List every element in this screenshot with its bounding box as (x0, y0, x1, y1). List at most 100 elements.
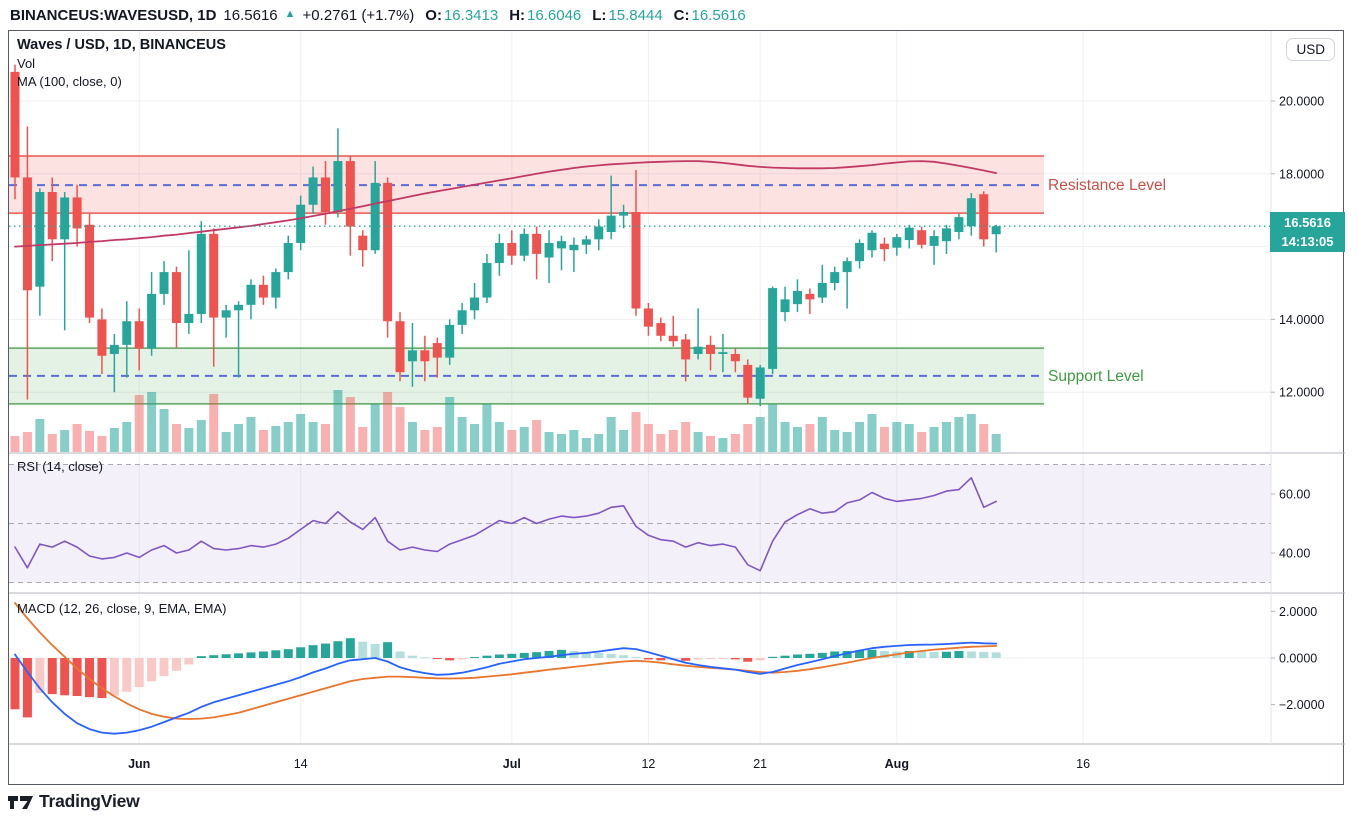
macd-histogram-bar (755, 658, 765, 661)
macd-histogram-bar (643, 658, 653, 660)
volume-bar (333, 390, 343, 452)
close-label: C: (673, 6, 690, 24)
volume-bar (420, 430, 430, 452)
volume-bar (97, 436, 107, 452)
macd-histogram-bar (221, 654, 231, 658)
time-axis-label[interactable]: 12 (641, 757, 655, 771)
candle-body (22, 177, 32, 291)
time-axis-label[interactable]: 21 (753, 757, 767, 771)
macd-histogram-bar (792, 654, 802, 658)
volume-bar (407, 422, 417, 452)
candle-body (420, 350, 430, 362)
volume-bar (271, 426, 281, 452)
time-axis-label[interactable]: 14 (294, 757, 308, 771)
tradingview-watermark[interactable]: TradingView (8, 791, 140, 812)
arrow-up-icon: ▲ (284, 7, 296, 20)
volume-bar (358, 427, 368, 452)
macd-histogram-bar (72, 658, 82, 696)
volume-bar (532, 420, 542, 452)
high-label: H: (509, 6, 526, 24)
volume-bar (743, 424, 753, 452)
candle-body (855, 242, 865, 262)
volume-bar (383, 392, 393, 452)
volume-bar (581, 438, 591, 452)
macd-histogram-bar (805, 653, 815, 658)
currency-toggle-button[interactable]: USD (1286, 38, 1335, 61)
volume-bar (22, 432, 32, 452)
candle-body (308, 177, 318, 205)
volume-bar (370, 404, 380, 452)
volume-bar (209, 394, 219, 452)
volume-bar (345, 397, 355, 452)
candle-body (805, 293, 815, 300)
candle-body (544, 242, 554, 258)
macd-histogram-bar (631, 656, 641, 658)
macd-histogram-bar (780, 655, 790, 658)
open-value: 16.3413 (443, 6, 499, 24)
volume-bar (544, 432, 554, 452)
macd-histogram-bar (768, 656, 778, 658)
macd-histogram-bar (606, 653, 616, 658)
price-axis-label: 14.0000 (1279, 313, 1324, 327)
candle-body (72, 197, 82, 229)
time-axis-label[interactable]: 16 (1076, 757, 1090, 771)
macd-histogram-bar (445, 658, 455, 661)
candle-body (171, 272, 181, 324)
volume-bar (507, 430, 517, 452)
candle-body (966, 198, 976, 227)
candle-body (532, 233, 542, 254)
candle-body (706, 344, 716, 354)
volume-bar (805, 424, 815, 452)
macd-histogram-bar (370, 644, 380, 658)
volume-bar (954, 417, 964, 452)
chart-canvas[interactable]: Resistance Level Support Level 20.0000 18.0… (9, 31, 1345, 786)
candle-body (743, 364, 753, 398)
macd-histogram-bar (395, 651, 405, 658)
candle-body (842, 261, 852, 273)
macd-histogram-bar (879, 651, 889, 658)
volume-bar (730, 434, 740, 452)
macd-histogram-bar (432, 658, 442, 659)
open-label: O: (425, 6, 442, 24)
macd-histogram-bar (283, 649, 293, 658)
candle-body (830, 272, 840, 283)
candle-body (321, 177, 330, 213)
candle-body (395, 321, 405, 373)
volume-bar (619, 430, 629, 452)
volume-bar (482, 404, 492, 452)
candle-body (942, 228, 951, 242)
macd-histogram-bar (22, 658, 32, 718)
volume-bar (109, 428, 119, 452)
volume-bar (159, 409, 169, 452)
macd-histogram-bar (470, 657, 480, 659)
candle-body (209, 233, 219, 318)
volume-bar (842, 432, 852, 452)
candle-body (631, 212, 641, 309)
time-axis-label[interactable]: Jul (503, 757, 521, 771)
candle-body (929, 236, 939, 246)
volume-bar (892, 422, 902, 452)
macd-histogram-bar (10, 658, 20, 710)
candle-body (85, 224, 95, 318)
candle-body (159, 272, 169, 294)
candle-body (383, 182, 393, 322)
volume-bar (979, 424, 989, 452)
current-price-badge[interactable]: 16.5616 14:13:05 (1270, 212, 1345, 252)
volume-bar (817, 417, 827, 452)
volume-bar (631, 412, 641, 452)
price-axis-label: 18.0000 (1279, 167, 1324, 181)
chart-container[interactable]: Resistance Level Support Level 20.0000 18.0… (8, 30, 1345, 786)
volume-bar (519, 427, 529, 452)
macd-histogram-bar (246, 652, 256, 658)
time-axis-label[interactable]: Aug (885, 757, 909, 771)
time-axis-label[interactable]: Jun (128, 757, 150, 771)
candle-body (370, 182, 380, 251)
volume-bar (718, 438, 728, 452)
symbol-name[interactable]: BINANCEUS:WAVESUSD, 1D (10, 6, 217, 24)
volume-bar (122, 422, 132, 452)
price-change: +0.2761 (+1.7%) (302, 6, 415, 24)
candle-body (668, 335, 678, 342)
candle-body (47, 192, 57, 240)
macd-histogram-bar (209, 655, 219, 658)
macd-histogram-bar (842, 651, 852, 658)
